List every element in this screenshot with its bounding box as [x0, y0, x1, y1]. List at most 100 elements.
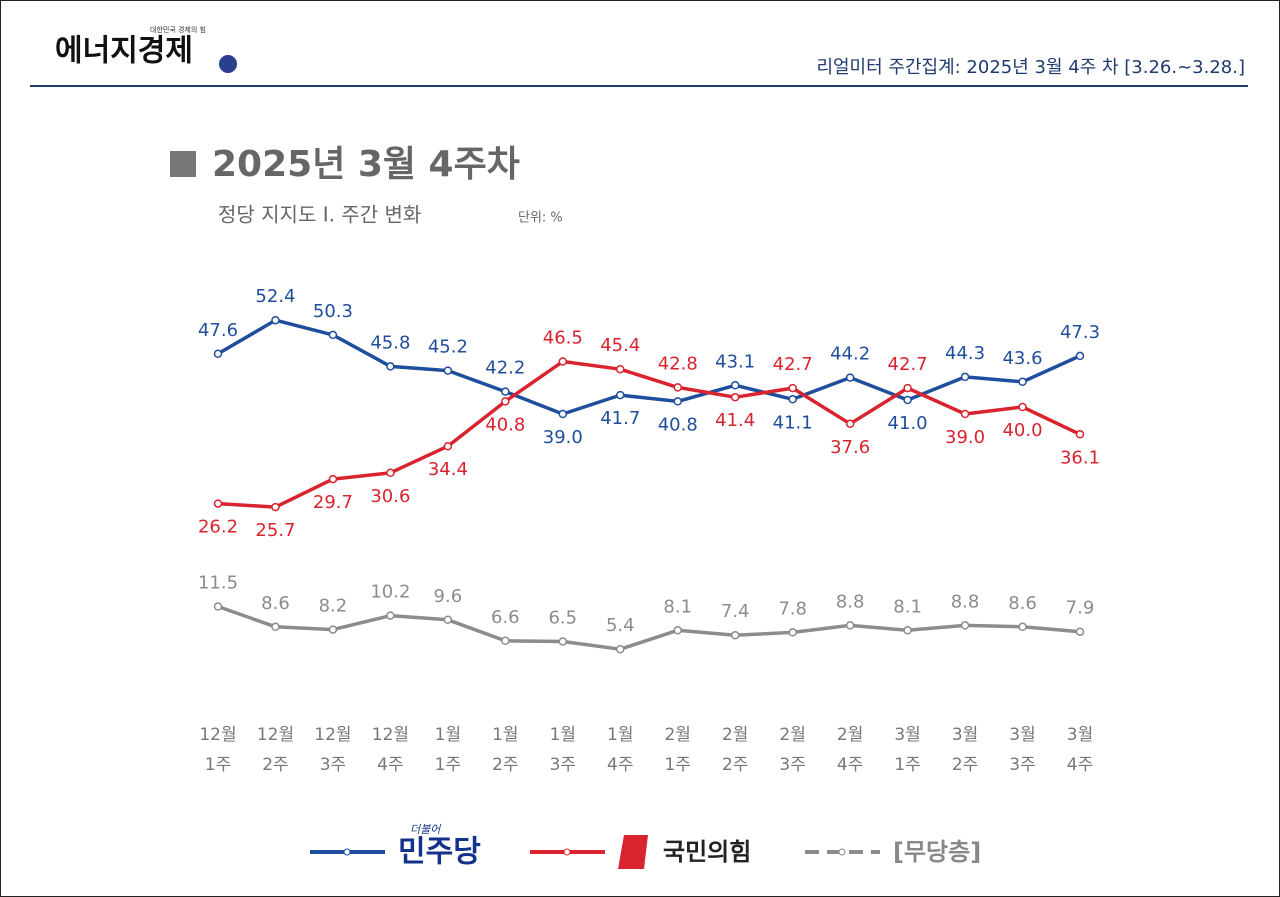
- legend-dot: [343, 848, 351, 856]
- data-point: [213, 349, 223, 359]
- logo: 에너지경제: [55, 34, 193, 69]
- data-label: 43.1: [715, 351, 755, 372]
- data-point: [1018, 377, 1027, 387]
- data-label: 40.8: [485, 414, 525, 435]
- data-label: 44.2: [830, 344, 870, 365]
- data-point: [443, 441, 453, 451]
- data-point: [443, 366, 453, 375]
- data-label: 37.6: [830, 437, 870, 458]
- data-point: [616, 390, 625, 400]
- x-tick-label: 12월 2주: [257, 725, 294, 775]
- title-marker: [170, 151, 196, 177]
- x-tick-label: 1월 3주: [550, 725, 576, 775]
- legend-dot: [838, 848, 846, 856]
- legend-dot: [563, 848, 571, 856]
- data-point: [903, 383, 912, 393]
- data-point: [328, 330, 338, 340]
- data-point: [328, 625, 338, 634]
- data-point: [730, 381, 740, 390]
- legend-label: 국민의힘: [663, 838, 751, 866]
- unit-label: 단위: %: [518, 211, 563, 226]
- data-label: 42.7: [773, 354, 813, 375]
- data-label: 8.6: [261, 593, 290, 614]
- data-label: 40.0: [1002, 420, 1042, 441]
- data-point: [501, 387, 510, 396]
- data-label: 44.3: [945, 343, 985, 364]
- logo-tagline: 대한민국 경제의 힘: [150, 25, 206, 34]
- data-label: 26.2: [198, 517, 238, 538]
- data-label: 46.5: [543, 328, 583, 349]
- data-point: [1075, 351, 1085, 361]
- data-point: [903, 395, 912, 405]
- data-point: [960, 409, 970, 419]
- data-point: [386, 362, 395, 371]
- data-label: 6.6: [491, 607, 520, 628]
- data-point: [271, 622, 280, 632]
- data-label: 8.1: [893, 596, 922, 617]
- data-label: 47.3: [1060, 322, 1100, 343]
- data-point: [788, 628, 797, 637]
- data-point: [386, 468, 395, 478]
- x-tick-label: 1월 2주: [492, 725, 518, 775]
- data-point: [616, 364, 625, 374]
- data-label: 45.8: [370, 332, 410, 353]
- series-line: [217, 359, 1081, 509]
- data-label: 42.8: [658, 353, 698, 374]
- data-label: 43.6: [1002, 348, 1042, 369]
- data-point: [960, 621, 970, 630]
- data-point: [328, 474, 338, 484]
- data-label: 7.8: [778, 598, 807, 619]
- data-point: [558, 357, 568, 366]
- x-tick-label: 2월 1주: [664, 725, 690, 775]
- data-label: 29.7: [313, 492, 353, 513]
- source-note: 리얼미터 주간집계: 2025년 3월 4주 차 [3.26.~3.28.]: [816, 57, 1245, 78]
- data-point: [903, 626, 912, 635]
- data-label: 8.1: [663, 596, 692, 617]
- party-icon: [618, 835, 648, 869]
- x-tick-label: 12월 4주: [372, 725, 409, 775]
- data-label: 8.8: [951, 591, 980, 612]
- data-label: 10.2: [370, 582, 410, 603]
- data-point: [501, 397, 510, 406]
- x-tick-label: 1월 4주: [607, 725, 633, 775]
- data-label: 6.5: [548, 608, 577, 629]
- chart-subtitle: 정당 지지도 Ⅰ. 주간 변화: [218, 203, 421, 227]
- x-tick-label: 3월 3주: [1009, 725, 1035, 775]
- data-point: [558, 409, 568, 419]
- x-tick-label: 3월 2주: [952, 725, 978, 775]
- legend-prefix: 더불어: [410, 823, 442, 836]
- data-point: [730, 630, 740, 640]
- x-tick-label: 1월 1주: [435, 725, 461, 775]
- data-label: 34.4: [428, 459, 468, 480]
- data-label: 30.6: [370, 486, 410, 507]
- data-point: [213, 499, 223, 508]
- x-tick-label: 12월 3주: [314, 725, 351, 775]
- data-label: 5.4: [606, 615, 635, 636]
- data-label: 40.8: [658, 414, 698, 435]
- data-point: [845, 621, 855, 630]
- data-point: [213, 602, 223, 611]
- data-label: 8.2: [319, 596, 348, 617]
- series-line: [217, 604, 1081, 651]
- data-point: [673, 397, 682, 406]
- data-label: 45.4: [600, 335, 640, 356]
- data-point: [271, 315, 280, 325]
- data-point: [1075, 627, 1085, 636]
- data-label: 41.1: [773, 412, 813, 433]
- data-point: [730, 392, 740, 402]
- data-point: [271, 502, 280, 512]
- data-label: 41.7: [600, 408, 640, 429]
- x-tick-label: 2월 3주: [779, 725, 805, 775]
- x-tick-label: 3월 1주: [894, 725, 920, 775]
- data-label: 9.6: [434, 586, 463, 607]
- x-tick-label: 3월 4주: [1067, 725, 1093, 775]
- data-label: 47.6: [198, 320, 238, 341]
- data-label: 41.4: [715, 410, 755, 431]
- data-point: [443, 615, 453, 625]
- data-label: 52.4: [255, 286, 295, 307]
- data-point: [1018, 402, 1027, 412]
- data-label: 41.0: [888, 413, 928, 434]
- data-point: [788, 395, 797, 404]
